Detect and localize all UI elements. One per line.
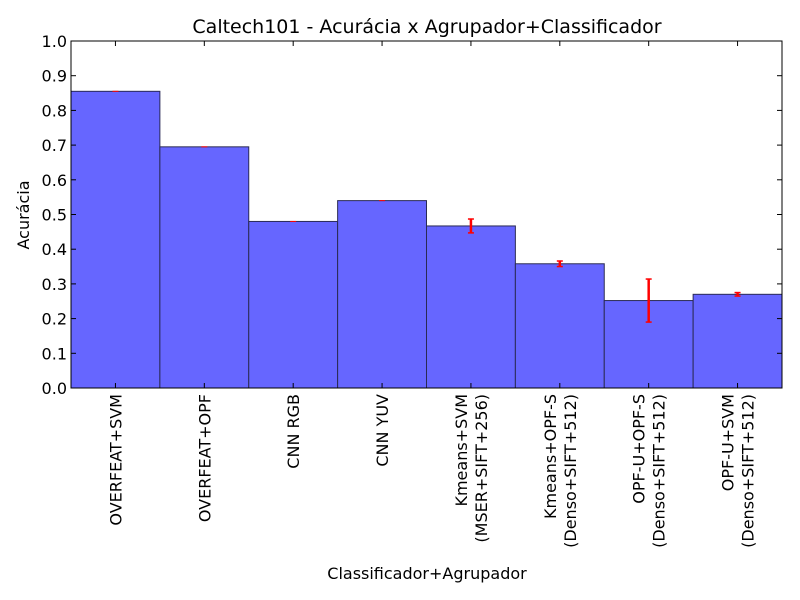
bar-4: [337, 200, 427, 389]
y-tick-label-5: 0.5: [42, 206, 67, 225]
x-tick-label-2: OVERFEAT+OPF: [195, 394, 214, 522]
bar-6: [514, 263, 605, 389]
x-axis-title: Classificador+Agrupador: [327, 564, 527, 583]
y-tick-label-10: 1.0: [42, 32, 67, 51]
x-tick-label-line: OPF-U+SVM: [719, 394, 738, 491]
x-tick-label-line: OVERFEAT+SVM: [106, 394, 125, 526]
y-tick-label-1: 0.1: [42, 344, 67, 363]
x-tick-label-3: CNN RGB: [284, 394, 303, 469]
y-tick-label-3: 0.3: [42, 275, 67, 294]
bar-2: [159, 146, 250, 389]
error-bar-8: [734, 291, 741, 297]
error-bars-layer: [112, 90, 741, 323]
y-tick-label-7: 0.7: [42, 136, 67, 155]
x-tick-label-line: CNN YUV: [373, 394, 392, 467]
x-tick-label-4: CNN YUV: [373, 394, 392, 467]
chart-title: Caltech101 - Acurácia x Agrupador+Classi…: [192, 16, 661, 38]
x-tick-label-line: Kmeans+SVM: [452, 394, 471, 507]
error-bar-5: [467, 218, 474, 234]
bar-1: [70, 90, 161, 389]
x-tick-label-5: Kmeans+SVM (MSER+SIFT+256): [452, 394, 491, 543]
y-tick-label-4: 0.4: [42, 240, 67, 259]
x-tick-label-line: (Denso+SIFT+512): [739, 394, 758, 548]
x-tick-label-1: OVERFEAT+SVM: [106, 394, 125, 526]
bar-3: [248, 220, 339, 389]
x-tick-label-line: (Denso+SIFT+512): [561, 394, 580, 548]
y-tick-label-6: 0.6: [42, 171, 67, 190]
bar-5: [426, 225, 516, 389]
x-tick-label-8: OPF-U+SVM (Denso+SIFT+512): [719, 394, 758, 548]
x-axis: OVERFEAT+SVM OVERFEAT+OPF CNN RGB CNN YUV Km…: [106, 41, 758, 548]
y-axis-title: Acurácia: [14, 180, 33, 249]
x-tick-label-7: OPF-U+OPF-S (Denso+SIFT+512): [630, 394, 669, 548]
x-tick-label-line: Kmeans+OPF-S: [541, 394, 560, 519]
x-tick-label-line: (Denso+SIFT+512): [650, 394, 669, 548]
y-axis: 0.0 0.1 0.2 0.3 0.4 0.5 0.6 0.7 0.8 0.9 1.0: [42, 32, 782, 398]
error-bar-7: [645, 278, 652, 323]
error-bar-6: [556, 260, 563, 268]
x-tick-label-line: OVERFEAT+OPF: [195, 394, 214, 522]
x-tick-label-6: Kmeans+OPF-S (Denso+SIFT+512): [541, 394, 580, 548]
y-tick-label-2: 0.2: [42, 310, 67, 329]
y-tick-label-8: 0.8: [42, 101, 67, 120]
bars-layer: [70, 90, 783, 389]
x-tick-label-line: OPF-U+OPF-S: [630, 394, 649, 504]
y-tick-label-9: 0.9: [42, 67, 67, 86]
y-tick-label-0: 0.0: [42, 379, 67, 398]
bar-8: [692, 293, 783, 389]
x-tick-label-line: (MSER+SIFT+256): [472, 394, 491, 543]
x-tick-label-line: CNN RGB: [284, 394, 303, 469]
